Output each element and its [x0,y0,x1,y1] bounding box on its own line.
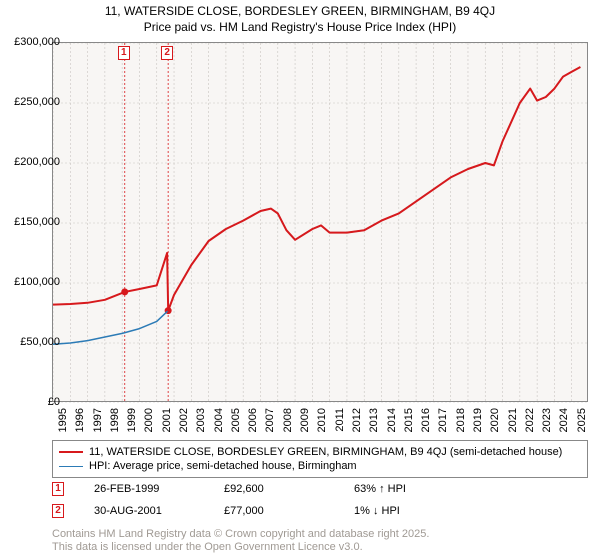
event-marker-box: 1 [118,46,130,60]
x-tick-label: 2024 [558,408,570,438]
x-tick-label: 2008 [282,408,294,438]
legend-item: HPI: Average price, semi-detached house,… [59,459,581,473]
transaction-marker-box: 2 [52,504,64,518]
x-tick-label: 2020 [489,408,501,438]
x-tick-label: 2016 [420,408,432,438]
x-tick-label: 2006 [247,408,259,438]
footer-line2: This data is licensed under the Open Gov… [52,541,588,554]
x-tick-label: 2007 [264,408,276,438]
transaction-price: £77,000 [224,505,354,517]
x-tick-label: 2018 [455,408,467,438]
chart-svg [53,43,589,403]
chart-title: 11, WATERSIDE CLOSE, BORDESLEY GREEN, BI… [0,4,600,34]
x-tick-label: 2025 [576,408,588,438]
x-tick-label: 2011 [334,408,346,438]
x-tick-label: 2002 [178,408,190,438]
x-tick-label: 2005 [230,408,242,438]
x-tick-label: 2021 [507,408,519,438]
x-tick-label: 1997 [92,408,104,438]
y-tick-label: £200,000 [12,156,60,168]
footer-line1: Contains HM Land Registry data © Crown c… [52,528,588,541]
x-tick-label: 2013 [368,408,380,438]
y-tick-label: £50,000 [12,336,60,348]
x-tick-label: 2004 [213,408,225,438]
x-tick-label: 1996 [74,408,86,438]
x-tick-label: 2023 [541,408,553,438]
y-tick-label: £150,000 [12,216,60,228]
footer-text: Contains HM Land Registry data © Crown c… [52,528,588,554]
legend-label: HPI: Average price, semi-detached house,… [89,460,357,472]
transaction-date: 30-AUG-2001 [94,505,224,517]
event-marker-box: 2 [161,46,173,60]
x-tick-label: 2000 [143,408,155,438]
chart-plot-area [52,42,588,402]
x-tick-label: 2009 [299,408,311,438]
x-tick-label: 1995 [57,408,69,438]
transaction-marker-box: 1 [52,482,64,496]
transaction-delta: 1% ↓ HPI [354,505,400,517]
y-tick-label: £300,000 [12,36,60,48]
transaction-delta: 63% ↑ HPI [354,483,406,495]
x-tick-label: 1998 [109,408,121,438]
x-tick-label: 2001 [161,408,173,438]
x-tick-label: 2012 [351,408,363,438]
legend: 11, WATERSIDE CLOSE, BORDESLEY GREEN, BI… [52,440,588,478]
transaction-date: 26-FEB-1999 [94,483,224,495]
legend-swatch [59,466,83,467]
transaction-row: 1 26-FEB-1999 £92,600 63% ↑ HPI [52,482,588,496]
x-tick-label: 2019 [472,408,484,438]
x-tick-label: 2022 [524,408,536,438]
x-tick-label: 2017 [437,408,449,438]
x-tick-label: 2003 [195,408,207,438]
y-tick-label: £250,000 [12,96,60,108]
transaction-row: 2 30-AUG-2001 £77,000 1% ↓ HPI [52,504,588,518]
y-tick-label: £100,000 [12,276,60,288]
y-tick-label: £0 [12,396,60,408]
title-line1: 11, WATERSIDE CLOSE, BORDESLEY GREEN, BI… [0,4,600,18]
legend-label: 11, WATERSIDE CLOSE, BORDESLEY GREEN, BI… [89,446,562,458]
legend-swatch [59,451,83,453]
x-tick-label: 2015 [403,408,415,438]
x-tick-label: 1999 [126,408,138,438]
legend-item: 11, WATERSIDE CLOSE, BORDESLEY GREEN, BI… [59,445,581,459]
title-line2: Price paid vs. HM Land Registry's House … [0,20,600,34]
x-tick-label: 2014 [386,408,398,438]
transaction-price: £92,600 [224,483,354,495]
x-tick-label: 2010 [316,408,328,438]
